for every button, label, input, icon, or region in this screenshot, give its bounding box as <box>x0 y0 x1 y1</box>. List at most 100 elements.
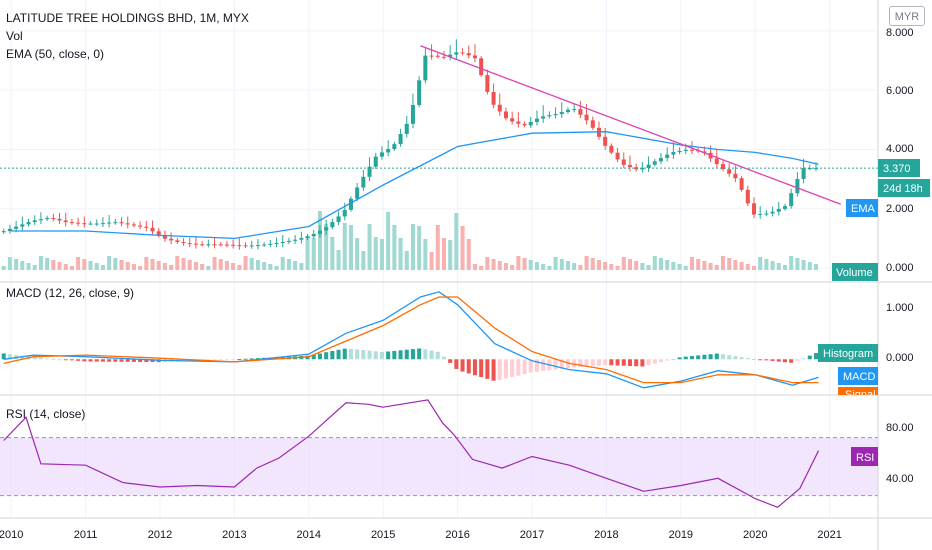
candle-body <box>572 109 577 111</box>
volume-bar <box>801 260 806 270</box>
histogram-bar <box>317 353 322 360</box>
candle-body <box>770 211 775 214</box>
candle-body <box>206 244 211 246</box>
volume-bar <box>683 266 688 270</box>
histogram-bar <box>479 359 484 378</box>
volume-legend[interactable]: Vol <box>6 29 23 43</box>
histogram-bar <box>559 359 564 369</box>
rsi-legend[interactable]: RSI (14, close) <box>6 407 85 421</box>
ema-legend[interactable]: EMA (50, close, 0) <box>6 47 104 61</box>
volume-bar <box>621 257 626 270</box>
candle-body <box>758 214 763 216</box>
volume-bar <box>57 262 62 270</box>
histogram-bar <box>249 358 254 360</box>
symbol-title[interactable]: LATITUDE TREE HOLDINGS BHD, 1M, MYX <box>6 11 249 25</box>
histogram-bar <box>652 359 657 364</box>
volume-bar <box>652 256 657 270</box>
candle-body <box>615 152 620 160</box>
candle-body <box>293 239 298 241</box>
volume-bar <box>534 262 539 270</box>
candle-body <box>485 75 490 92</box>
volume-bar <box>584 256 589 270</box>
volume-bar <box>355 238 360 270</box>
candle-body <box>131 224 136 226</box>
volume-bar <box>14 259 19 270</box>
volume-bar <box>113 258 118 270</box>
volume-bar <box>423 239 428 270</box>
time-axis[interactable]: 2010 2011 2012 2013 2014 2015 2016 2017 2018 2019… <box>0 529 842 541</box>
candle-body <box>51 217 56 219</box>
candle-body <box>466 53 471 56</box>
volume-bar <box>324 224 329 270</box>
volume-bar <box>441 238 446 270</box>
candle-body <box>262 244 267 246</box>
volume-bar <box>634 261 639 270</box>
macd-tag-bg <box>838 367 878 385</box>
histogram-bar <box>404 349 409 360</box>
last-price-tag-bg <box>878 159 920 177</box>
volume-bar <box>435 225 440 270</box>
volume-bar <box>590 258 595 270</box>
ema-line <box>11 131 819 240</box>
volume-bar <box>305 236 310 270</box>
volume-bar <box>541 264 546 270</box>
candle-body <box>113 222 118 224</box>
histogram-bar <box>516 359 521 376</box>
candle-body <box>640 168 645 170</box>
volume-bar <box>26 263 31 270</box>
volume-bar <box>63 264 68 270</box>
volume-bar <box>348 225 353 270</box>
histogram-bar <box>634 359 639 367</box>
candle-body <box>237 245 242 247</box>
volume-bar <box>596 260 601 270</box>
candle-body <box>107 222 112 224</box>
histogram-bar <box>324 352 329 360</box>
currency-button[interactable]: MYR <box>889 6 925 26</box>
histogram-bar <box>696 355 701 360</box>
candle-body <box>150 227 155 232</box>
volume-bar <box>20 261 25 270</box>
histogram-bar <box>274 357 279 360</box>
histogram-bar <box>627 359 632 366</box>
candle-body <box>243 245 248 247</box>
candle-body <box>665 154 670 158</box>
candle-body <box>82 223 87 225</box>
volume-bar <box>69 266 74 270</box>
candle-body <box>398 133 403 145</box>
trendline[interactable] <box>420 45 842 205</box>
histogram-bar <box>510 359 515 377</box>
candle-body <box>119 222 124 224</box>
time-axis-label: 2018 <box>594 529 618 541</box>
volume-bar <box>212 257 217 270</box>
histogram-bar <box>410 349 415 360</box>
candle-body <box>689 149 694 151</box>
histogram-bar <box>522 359 527 375</box>
macd-legend[interactable]: MACD (12, 26, close, 9) <box>6 286 134 300</box>
candle-body <box>547 115 552 117</box>
volume-bar <box>107 256 112 270</box>
candle-body <box>776 208 781 212</box>
candle-body <box>144 226 149 228</box>
histogram-tag-bg <box>818 344 878 362</box>
candle-body <box>255 245 260 247</box>
volume-bar <box>751 266 757 270</box>
volume-bar <box>572 263 577 270</box>
histogram-bar <box>497 359 502 380</box>
histogram-bar <box>677 357 682 360</box>
histogram-bar <box>485 359 490 379</box>
candle-body <box>627 164 632 168</box>
volume-bar <box>528 260 533 270</box>
time-axis-label: 2017 <box>520 529 544 541</box>
volume-bar <box>392 225 397 270</box>
candle-body <box>510 118 515 122</box>
volume-bar <box>578 265 583 270</box>
histogram-bar <box>714 353 719 360</box>
volume-bars <box>1 211 819 270</box>
volume-bar <box>404 251 409 270</box>
histogram-bar <box>603 359 608 366</box>
histogram-bar <box>423 349 428 360</box>
candle-body <box>1 231 6 233</box>
histogram-bar <box>745 358 750 360</box>
candle-body <box>522 123 527 126</box>
